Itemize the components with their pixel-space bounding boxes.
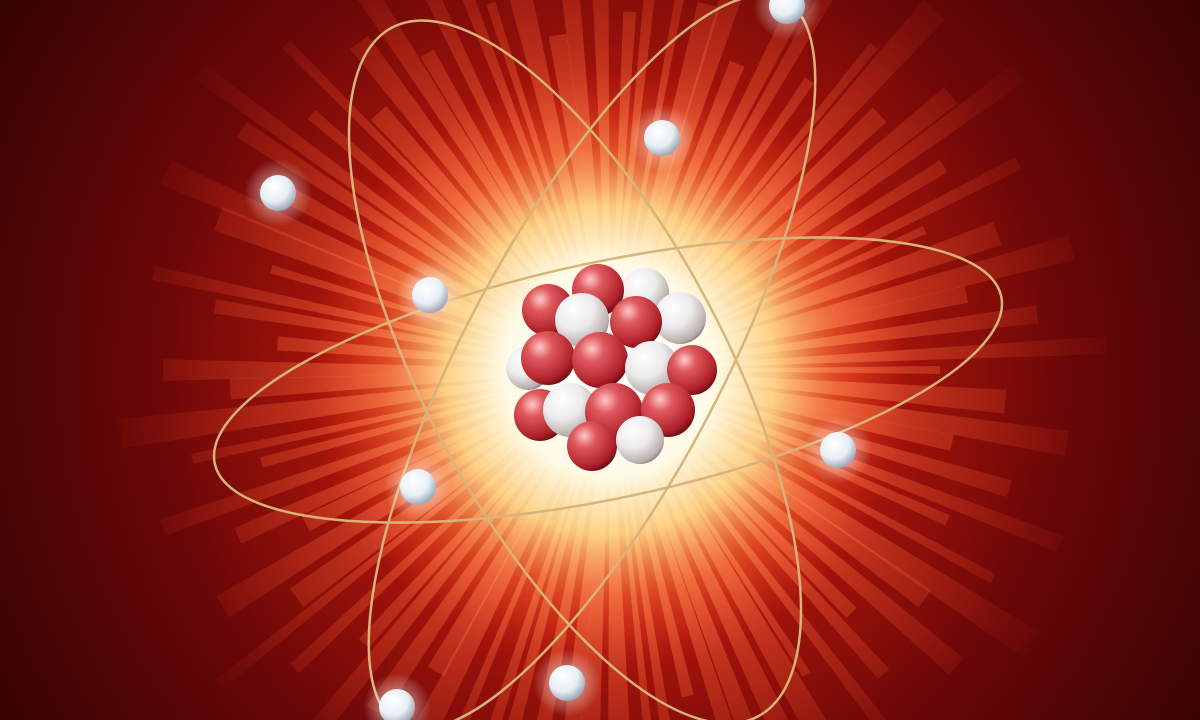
electron (379, 689, 415, 720)
proton (521, 331, 575, 385)
light-ray (610, 370, 827, 720)
proton (572, 332, 628, 388)
electron (644, 120, 680, 156)
proton (667, 345, 717, 395)
orbit (367, 0, 817, 720)
light-ray (610, 370, 887, 720)
orbits (212, 0, 1004, 720)
electron (769, 0, 805, 24)
neutron (654, 292, 706, 344)
electron (549, 665, 585, 701)
orbit (347, 19, 803, 720)
electron (820, 432, 856, 468)
light-ray (509, 0, 610, 370)
neutron (616, 416, 664, 464)
neutron (625, 341, 679, 395)
orbit (212, 236, 1004, 524)
proton (610, 296, 662, 348)
electron (412, 277, 448, 313)
electron (260, 175, 296, 211)
nucleus (506, 264, 717, 471)
light-ray (425, 0, 610, 370)
proton (567, 421, 617, 471)
electron (400, 469, 436, 505)
electrons (244, 0, 872, 720)
